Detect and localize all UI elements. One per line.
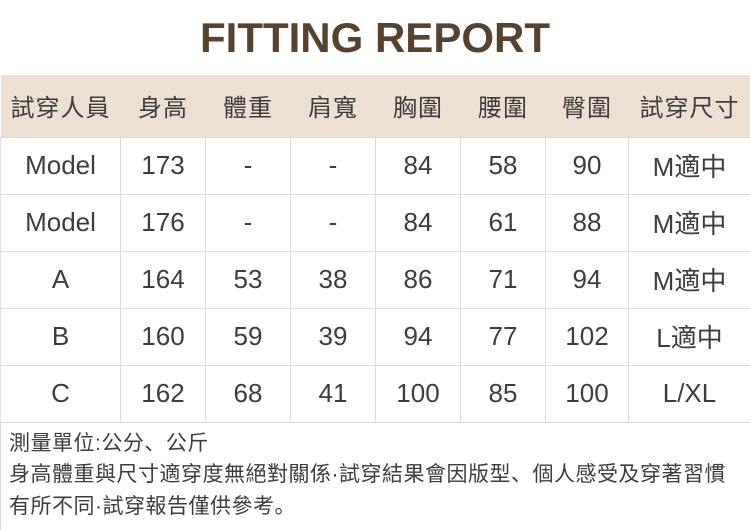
- table-cell: 90: [545, 136, 629, 195]
- table-cell: 77: [460, 307, 546, 366]
- table-cell: 88: [545, 193, 629, 252]
- table-cell: 84: [375, 136, 461, 195]
- table-cell: -: [205, 193, 291, 252]
- table-cell: 41: [290, 364, 376, 423]
- table-cell: 164: [120, 250, 206, 309]
- table-cell: M適中: [628, 136, 750, 195]
- table-row: C 162 68 41 100 85 100 L/XL: [0, 364, 750, 423]
- column-header-shoulder: 肩寬: [290, 75, 376, 137]
- column-header-height: 身高: [120, 75, 206, 137]
- table-cell: -: [205, 136, 291, 195]
- disclaimer-note: 身高體重與尺寸適穿度無絕對關係·試穿結果會因版型、個人感受及穿著習慣有所不同·試…: [9, 463, 726, 518]
- table-cell: 39: [290, 307, 376, 366]
- table-cell: 61: [460, 193, 546, 252]
- table-cell: 94: [375, 307, 461, 366]
- column-header-waist: 腰圍: [460, 75, 546, 137]
- measurement-unit-note: 測量單位:公分、公斤: [9, 431, 209, 455]
- table-cell: A: [0, 250, 121, 309]
- table-cell: C: [0, 364, 121, 423]
- table-cell: 86: [375, 250, 461, 309]
- table-cell: 58: [460, 136, 546, 195]
- header-row: 試穿人員 身高 體重 肩寬 胸圍 腰圍 臀圍 試穿尺寸: [0, 75, 750, 137]
- table-row: Model 173 - - 84 58 90 M適中: [0, 136, 750, 195]
- table-row: Model 176 - - 84 61 88 M適中: [0, 193, 750, 252]
- table-cell: M適中: [628, 193, 750, 252]
- table-cell: Model: [0, 136, 121, 195]
- table-cell: 71: [460, 250, 546, 309]
- table-cell: 59: [205, 307, 291, 366]
- table-cell: 173: [120, 136, 206, 195]
- column-header-chest: 胸圍: [375, 75, 461, 137]
- table-cell: 162: [120, 364, 206, 423]
- table-cell: M適中: [628, 250, 750, 309]
- table-cell: L適中: [628, 307, 750, 366]
- table-cell: 85: [460, 364, 546, 423]
- fitting-table: 試穿人員 身高 體重 肩寬 胸圍 腰圍 臀圍 試穿尺寸 Model 173 - …: [0, 75, 750, 530]
- table-cell: 176: [120, 193, 206, 252]
- table-cell: 38: [290, 250, 376, 309]
- table-cell: B: [0, 307, 121, 366]
- column-header-weight: 體重: [205, 75, 291, 137]
- table-cell: 100: [375, 364, 461, 423]
- table-cell: -: [290, 136, 376, 195]
- column-header-tester: 試穿人員: [0, 75, 121, 137]
- notes-row: 測量單位:公分、公斤 身高體重與尺寸適穿度無絕對關係·試穿結果會因版型、個人感受…: [0, 421, 750, 530]
- table-cell: 160: [120, 307, 206, 366]
- table-row: A 164 53 38 86 71 94 M適中: [0, 250, 750, 309]
- table-cell: 94: [545, 250, 629, 309]
- table-cell: 102: [545, 307, 629, 366]
- table-cell: 53: [205, 250, 291, 309]
- table-cell: -: [290, 193, 376, 252]
- table-cell: 100: [545, 364, 629, 423]
- notes-cell: 測量單位:公分、公斤 身高體重與尺寸適穿度無絕對關係·試穿結果會因版型、個人感受…: [0, 421, 750, 530]
- table-cell: Model: [0, 193, 121, 252]
- column-header-fit-size: 試穿尺寸: [628, 75, 750, 137]
- page-title: FITTING REPORT: [200, 13, 550, 61]
- table-row: B 160 59 39 94 77 102 L適中: [0, 307, 750, 366]
- column-header-hip: 臀圍: [545, 75, 629, 137]
- table-cell: L/XL: [628, 364, 750, 423]
- table-cell: 68: [205, 364, 291, 423]
- table-cell: 84: [375, 193, 461, 252]
